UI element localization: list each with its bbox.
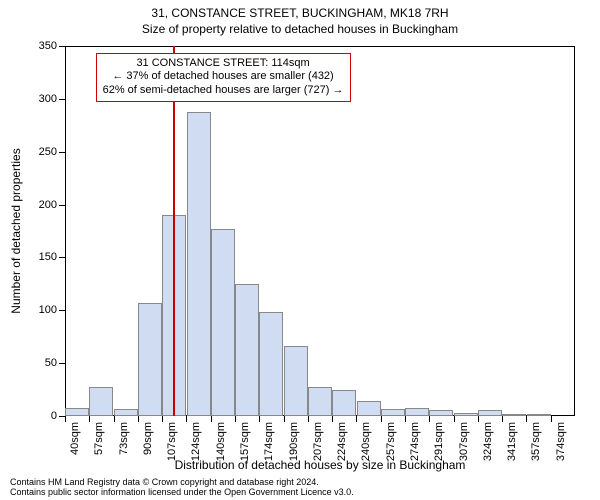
y-tick — [59, 99, 65, 100]
chart-container: 31, CONSTANCE STREET, BUCKINGHAM, MK18 7… — [0, 0, 600, 500]
x-tick-label: 357sqm — [530, 422, 542, 461]
histogram-bar — [405, 408, 429, 416]
histogram-bar — [502, 414, 526, 416]
y-tick-label: 50 — [45, 357, 57, 369]
x-tick — [89, 416, 90, 422]
x-tick — [308, 416, 309, 422]
x-tick — [356, 416, 357, 422]
x-tick-label: 107sqm — [166, 422, 178, 461]
histogram-bar — [235, 284, 259, 416]
x-tick-label: 307sqm — [458, 422, 470, 461]
chart-title-line1: 31, CONSTANCE STREET, BUCKINGHAM, MK18 7… — [0, 6, 600, 20]
histogram-bar — [138, 303, 162, 416]
x-tick — [138, 416, 139, 422]
x-tick — [405, 416, 406, 422]
y-tick-label: 150 — [39, 251, 57, 263]
y-tick — [59, 257, 65, 258]
x-tick — [332, 416, 333, 422]
chart-title-line2: Size of property relative to detached ho… — [0, 22, 600, 36]
x-tick — [284, 416, 285, 422]
info-box-line1: 31 CONSTANCE STREET: 114sqm — [103, 57, 344, 71]
x-tick-label: 374sqm — [555, 422, 567, 461]
x-tick-label: 73sqm — [118, 422, 130, 455]
histogram-bar — [454, 413, 478, 416]
histogram-bar — [381, 409, 405, 416]
x-tick-label: 90sqm — [142, 422, 154, 455]
info-box: 31 CONSTANCE STREET: 114sqm← 37% of deta… — [96, 53, 351, 102]
x-tick-label: 40sqm — [69, 422, 81, 455]
x-tick — [162, 416, 163, 422]
histogram-bar — [284, 346, 308, 416]
histogram-bar — [211, 229, 235, 416]
y-tick-label: 100 — [39, 304, 57, 316]
histogram-bar — [259, 312, 283, 416]
histogram-bar — [187, 112, 211, 416]
y-tick-label: 350 — [39, 40, 57, 52]
axis-spine-top — [65, 46, 575, 47]
plot-area: 05010015020025030035040sqm57sqm73sqm90sq… — [65, 46, 575, 416]
y-tick — [59, 310, 65, 311]
x-tick — [65, 416, 66, 422]
x-tick — [235, 416, 236, 422]
histogram-bar — [527, 414, 551, 416]
y-tick — [59, 205, 65, 206]
x-tick — [114, 416, 115, 422]
y-tick — [59, 363, 65, 364]
x-tick-label: 324sqm — [482, 422, 494, 461]
histogram-bar — [65, 408, 89, 416]
footer-line2: Contains public sector information licen… — [10, 488, 354, 498]
x-tick — [381, 416, 382, 422]
histogram-bar — [332, 390, 356, 416]
histogram-bar — [308, 387, 332, 416]
y-tick — [59, 152, 65, 153]
x-tick — [551, 416, 552, 422]
y-tick — [59, 46, 65, 47]
x-tick-label: 190sqm — [288, 422, 300, 461]
histogram-bar — [114, 409, 138, 416]
x-tick-label: 140sqm — [215, 422, 227, 461]
x-tick-label: 240sqm — [360, 422, 372, 461]
y-tick-label: 300 — [39, 93, 57, 105]
x-tick-label: 124sqm — [190, 422, 202, 461]
x-tick — [502, 416, 503, 422]
x-axis-label: Distribution of detached houses by size … — [65, 458, 575, 472]
x-tick-label: 291sqm — [433, 422, 445, 461]
axis-spine-right — [574, 46, 575, 416]
x-tick-label: 224sqm — [336, 422, 348, 461]
histogram-bar — [429, 410, 453, 416]
x-tick — [526, 416, 527, 422]
x-tick — [478, 416, 479, 422]
x-tick — [454, 416, 455, 422]
x-tick-label: 274sqm — [409, 422, 421, 461]
x-tick-label: 57sqm — [93, 422, 105, 455]
y-axis-label: Number of detached properties — [9, 148, 23, 313]
y-tick-label: 250 — [39, 146, 57, 158]
x-tick-label: 341sqm — [506, 422, 518, 461]
footer-attribution: Contains HM Land Registry data © Crown c… — [10, 478, 354, 498]
x-tick — [211, 416, 212, 422]
x-tick-label: 174sqm — [263, 422, 275, 461]
x-tick-label: 257sqm — [385, 422, 397, 461]
axis-spine-left — [65, 46, 66, 416]
x-tick — [429, 416, 430, 422]
info-box-line3: 62% of semi-detached houses are larger (… — [103, 84, 344, 98]
x-tick-label: 157sqm — [239, 422, 251, 461]
x-tick — [259, 416, 260, 422]
y-tick-label: 0 — [51, 410, 57, 422]
histogram-bar — [89, 387, 113, 416]
histogram-bar — [357, 401, 381, 416]
x-tick — [186, 416, 187, 422]
info-box-line2: ← 37% of detached houses are smaller (43… — [103, 70, 344, 84]
x-tick-label: 207sqm — [312, 422, 324, 461]
y-tick-label: 200 — [39, 199, 57, 211]
histogram-bar — [478, 410, 502, 416]
